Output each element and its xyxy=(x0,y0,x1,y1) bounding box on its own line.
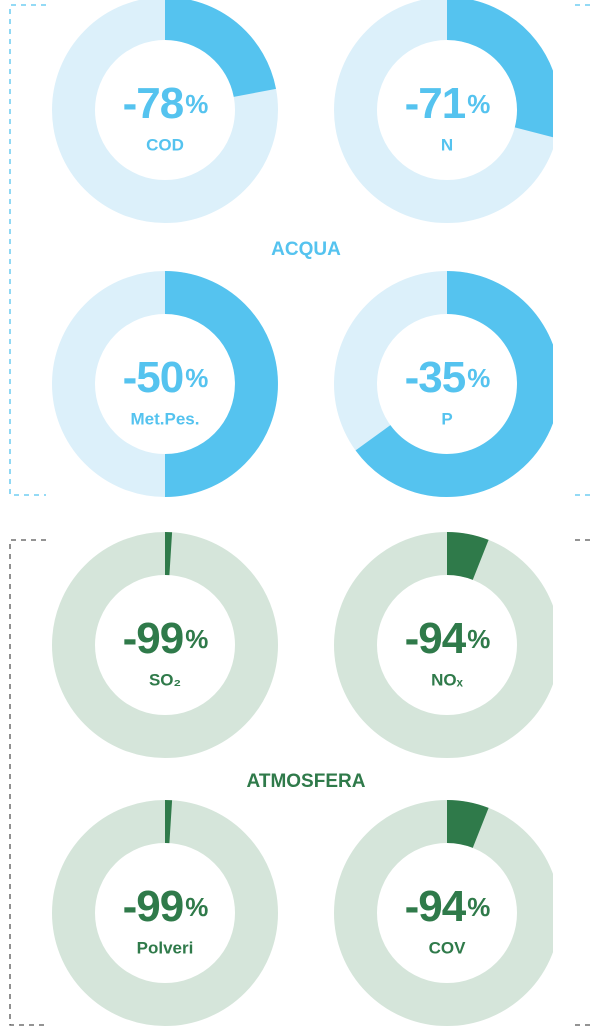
category-label: NOₓ xyxy=(431,670,464,689)
section-title: ACQUA xyxy=(271,239,341,260)
value-label: -99% xyxy=(123,882,209,931)
unit: % xyxy=(467,892,490,922)
section-title: ATMOSFERA xyxy=(247,771,366,792)
bracket xyxy=(9,4,593,496)
donut xyxy=(52,800,278,1026)
donut-segment xyxy=(164,0,276,98)
unit: % xyxy=(185,624,208,654)
value: -78 xyxy=(123,79,184,128)
value-label: -71% xyxy=(405,79,491,128)
value-label: -78% xyxy=(123,79,209,128)
donut-segment xyxy=(355,271,553,497)
donut xyxy=(334,532,553,758)
unit: % xyxy=(185,363,208,393)
donut-segment xyxy=(446,800,489,849)
value: -94 xyxy=(405,614,467,663)
category-label: SO₂ xyxy=(149,670,181,689)
donut xyxy=(334,0,553,223)
unit: % xyxy=(467,363,490,393)
donut xyxy=(52,0,278,223)
donut xyxy=(52,271,278,497)
unit: % xyxy=(467,89,490,119)
value-label: -99% xyxy=(123,614,209,663)
donut-segment xyxy=(164,271,278,497)
value-label: -50% xyxy=(123,353,209,402)
bracket xyxy=(9,539,593,1026)
donut-segment xyxy=(446,532,489,581)
value: -71 xyxy=(405,79,466,128)
value-label: -35% xyxy=(405,353,491,402)
value: -50 xyxy=(123,353,184,402)
category-label: COD xyxy=(146,135,184,154)
category-label: COV xyxy=(429,938,467,957)
category-label: Polveri xyxy=(137,938,194,957)
category-label: P xyxy=(441,409,452,428)
value: -99 xyxy=(123,614,184,663)
unit: % xyxy=(467,624,490,654)
donut-segment xyxy=(446,0,553,138)
donut xyxy=(52,532,278,758)
donut xyxy=(334,800,553,1026)
category-label: N xyxy=(441,135,453,154)
value-label: -94% xyxy=(405,882,491,931)
category-label: Met.Pes. xyxy=(131,409,200,428)
value: -35 xyxy=(405,353,466,402)
unit: % xyxy=(185,89,208,119)
unit: % xyxy=(185,892,208,922)
value: -99 xyxy=(123,882,184,931)
value: -94 xyxy=(405,882,467,931)
donut xyxy=(334,271,553,497)
value-label: -94% xyxy=(405,614,491,663)
